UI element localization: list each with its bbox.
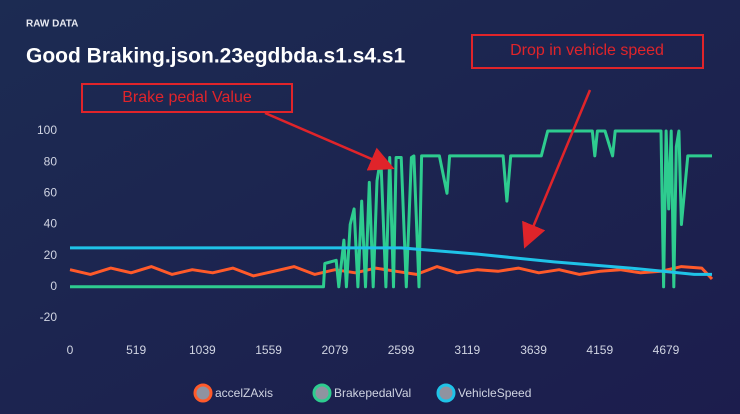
series-line [70,129,712,289]
x-tick-label: 1559 [255,343,282,357]
y-tick-label: -20 [40,310,58,324]
legend-marker [193,383,213,403]
annotation-box [471,34,704,69]
y-tick-label: 40 [44,217,58,231]
x-tick-label: 2079 [321,343,348,357]
y-tick-label: 100 [37,123,57,137]
x-tick-label: 4679 [653,343,680,357]
legend: accelZAxis BrakepedalVal VehicleSpeed [193,383,531,403]
legend-label: BrakepedalVal [334,386,411,400]
y-tick-label: 60 [44,186,58,200]
x-tick-label: 0 [67,343,74,357]
y-tick-label: 20 [44,248,58,262]
legend-label: VehicleSpeed [458,386,531,400]
series-line [70,246,712,276]
x-tick-label: 3119 [454,343,480,357]
x-tick-label: 4159 [586,343,613,357]
x-tick-label: 1039 [189,343,216,357]
legend-label: accelZAxis [215,386,273,400]
annotation-box [81,83,293,113]
section-label: RAW DATA [26,19,78,30]
annotation: Brake pedal Value [122,89,252,106]
y-tick-label: 0 [50,279,57,293]
annotation-arrow [522,89,592,249]
annotation-arrow [264,111,395,171]
x-tick-label: 3639 [520,343,547,357]
legend-marker [312,383,332,403]
chart-title: Good Braking.json.23egdbda.s1.s4.s1 [26,45,406,68]
x-tick-label: 519 [126,343,146,357]
y-tick-label: 80 [44,154,58,168]
series-line [69,265,714,281]
x-tick-label: 2599 [388,343,415,357]
plot: -20 0 20 40 60 80 100 0 519 1039 1559 2079 2599 3119 3… [37,123,714,357]
annotation: Drop in vehicle speed [510,42,664,59]
legend-marker [436,383,456,403]
